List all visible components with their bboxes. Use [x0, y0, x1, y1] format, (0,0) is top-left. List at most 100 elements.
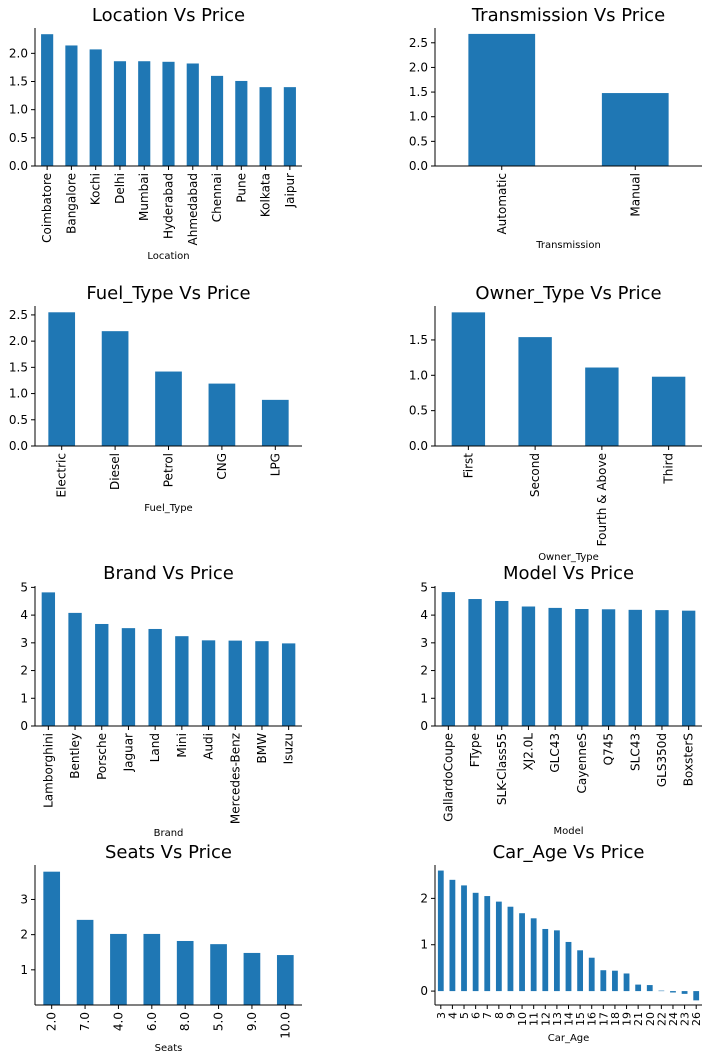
bar-FType [468, 599, 482, 726]
x-axis-label: Owner_Type [538, 552, 599, 563]
bar-Mercedes-Benz [228, 640, 242, 726]
x-tick-label: Diesel [108, 453, 122, 490]
x-tick-label: 20 [644, 1012, 657, 1026]
y-tick-label: 0.0 [9, 159, 28, 173]
bar-Mini [175, 636, 189, 726]
bar-9 [507, 906, 514, 992]
x-tick-label: Jaipur [283, 173, 297, 208]
x-tick-label: 10.0 [278, 1012, 292, 1039]
x-tick-label: 26 [690, 1012, 703, 1026]
x-tick-label: 4.0 [111, 1012, 125, 1031]
bar-Diesel [101, 331, 129, 446]
x-tick-label: 5.0 [212, 1012, 226, 1031]
x-tick-label: 18 [609, 1012, 622, 1026]
x-tick-label: 8 [493, 1012, 506, 1019]
x-tick-label: Electric [55, 453, 69, 497]
bar-CNG [208, 383, 236, 446]
bar-8.0 [176, 940, 194, 1005]
x-axis-label: Location [147, 251, 189, 262]
chart-title: Transmission Vs Price [471, 5, 665, 26]
bar-Q745 [601, 609, 616, 726]
bar-Bangalore [65, 45, 78, 166]
y-tick-label: 2.0 [9, 46, 28, 60]
bar-Kolkata [259, 87, 272, 166]
x-tick-label: 9.0 [245, 1012, 259, 1031]
y-tick-label: 1.5 [9, 360, 28, 374]
x-tick-label: Kolkata [259, 173, 273, 217]
x-tick-label: Ahmedabad [186, 173, 200, 245]
bar-SLC43 [628, 609, 642, 726]
x-tick-label: 3 [435, 1012, 448, 1019]
bar-LPG [261, 399, 289, 446]
bar-Delhi [113, 61, 127, 167]
x-tick-label: Hyderabad [162, 173, 176, 239]
bar-7.0 [76, 919, 94, 1005]
y-tick-label: 2.0 [9, 334, 28, 348]
x-tick-label: Land [148, 733, 162, 762]
x-tick-label: SLC43 [628, 733, 642, 771]
y-tick-label: 0.0 [409, 159, 428, 173]
x-tick-label: Manual [628, 173, 642, 217]
y-tick-label: 3 [20, 636, 28, 650]
x-tick-label: 6.0 [145, 1012, 159, 1031]
bar-6.0 [143, 933, 161, 1005]
x-tick-label: Petrol [162, 453, 176, 487]
bar-Hyderabad [162, 61, 175, 166]
x-tick-label: Bentley [68, 733, 82, 779]
y-tick-label: 1.0 [409, 110, 428, 124]
bar-Fourth & Above [585, 367, 619, 446]
x-tick-label: Mumbai [137, 173, 151, 221]
y-tick-label: 2.0 [409, 60, 428, 74]
x-tick-label: Third [662, 453, 676, 485]
y-tick-label: 1 [20, 691, 28, 705]
x-tick-label: 4 [446, 1012, 459, 1019]
bar-14 [565, 941, 572, 992]
bar-Coimbatore [41, 34, 54, 167]
x-tick-label: Audi [202, 733, 216, 760]
x-tick-label: SLK-Class55 [495, 733, 509, 805]
bar-Bentley [68, 612, 82, 726]
x-tick-label: 2.0 [45, 1012, 59, 1031]
bar-8 [495, 901, 502, 992]
x-tick-label: 14 [563, 1012, 576, 1026]
y-tick-label: 0 [420, 984, 428, 998]
y-tick-label: 3 [420, 636, 428, 650]
y-tick-label: 2 [20, 928, 28, 942]
y-tick-label: 1.0 [9, 103, 28, 117]
bar-24 [670, 991, 676, 993]
x-tick-label: XJ2.0L [521, 733, 535, 771]
bar-SLK-Class55 [495, 600, 509, 726]
chart-title: Car_Age Vs Price [493, 842, 645, 863]
y-tick-label: 1 [420, 691, 428, 705]
bar-4.0 [110, 933, 127, 1005]
x-tick-label: 16 [586, 1012, 599, 1026]
x-tick-label: 13 [551, 1012, 564, 1026]
x-tick-label: Mercedes-Benz [228, 733, 242, 824]
x-tick-label: Lamborghini [41, 733, 55, 808]
x-tick-label: 24 [667, 1012, 680, 1026]
bar-Jaipur [283, 87, 296, 166]
chart-title: Brand Vs Price [103, 563, 234, 584]
x-tick-label: Coimbatore [40, 173, 54, 243]
x-tick-label: 22 [655, 1012, 668, 1026]
y-tick-label: 1 [420, 938, 428, 952]
bar-Jaguar [121, 628, 136, 726]
x-tick-label: 10 [516, 1012, 529, 1026]
chart-title: Model Vs Price [503, 563, 634, 584]
bar-12 [542, 928, 549, 992]
bar-9.0 [243, 952, 261, 1005]
x-tick-label: Delhi [113, 173, 127, 204]
bar-Third [651, 376, 686, 446]
y-tick-label: 4 [20, 608, 28, 622]
y-tick-label: 2.5 [409, 36, 428, 50]
bar-Ahmedabad [186, 63, 199, 166]
y-tick-label: 0.0 [9, 439, 28, 453]
bar-GallardoCoupe [441, 592, 456, 726]
bar-Second [518, 337, 552, 446]
x-tick-label: LPG [268, 453, 282, 476]
bar-Petrol [155, 371, 182, 446]
chart-title: Seats Vs Price [105, 842, 232, 863]
bar-Pune [235, 80, 248, 166]
bar-10 [519, 913, 525, 992]
